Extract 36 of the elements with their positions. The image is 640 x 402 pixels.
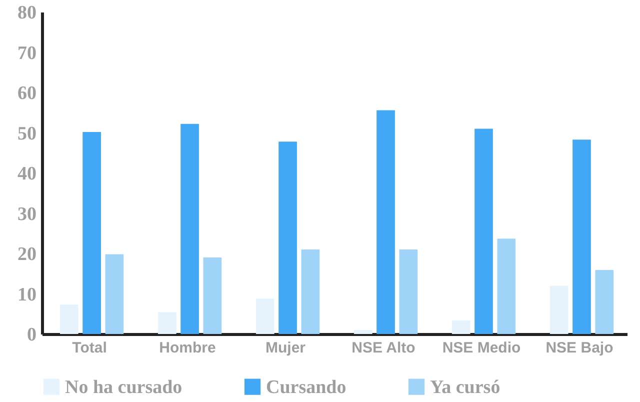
bar bbox=[354, 330, 372, 334]
bar bbox=[158, 312, 176, 334]
y-tick-label: 40 bbox=[18, 164, 36, 184]
y-tick-label: 20 bbox=[18, 244, 36, 265]
bar bbox=[595, 270, 614, 334]
bar bbox=[278, 142, 297, 334]
y-tick-label: 60 bbox=[18, 83, 36, 104]
y-tick-label: 70 bbox=[18, 42, 36, 64]
bar bbox=[572, 140, 591, 334]
x-tick-label: NSE Bajo bbox=[546, 340, 614, 356]
bar bbox=[452, 320, 470, 334]
x-tick-label: NSE Alto bbox=[352, 340, 416, 356]
x-tick-label: NSE Medio bbox=[442, 340, 521, 356]
bar bbox=[203, 258, 222, 334]
legend-label: No ha cursado bbox=[65, 376, 182, 398]
bar bbox=[256, 298, 274, 334]
y-tick-label: 10 bbox=[18, 284, 36, 306]
bar bbox=[60, 304, 78, 334]
bar bbox=[550, 286, 568, 334]
y-tick-label: 80 bbox=[18, 2, 36, 24]
bar bbox=[474, 128, 493, 334]
bar bbox=[301, 249, 320, 334]
x-tick-label: Total bbox=[72, 340, 107, 356]
bar bbox=[399, 249, 418, 334]
bar bbox=[82, 132, 101, 334]
x-tick-label: Mujer bbox=[265, 340, 306, 356]
legend-label: Ya cursó bbox=[430, 376, 500, 398]
bar bbox=[180, 124, 199, 334]
bar bbox=[105, 254, 124, 334]
y-tick-label: 50 bbox=[18, 123, 36, 144]
bar bbox=[376, 110, 395, 334]
y-tick-label: 0 bbox=[27, 324, 36, 346]
legend-label: Cursando bbox=[266, 376, 346, 398]
bar bbox=[497, 238, 516, 334]
x-tick-label: Hombre bbox=[159, 340, 216, 356]
y-tick-label: 30 bbox=[18, 204, 36, 225]
